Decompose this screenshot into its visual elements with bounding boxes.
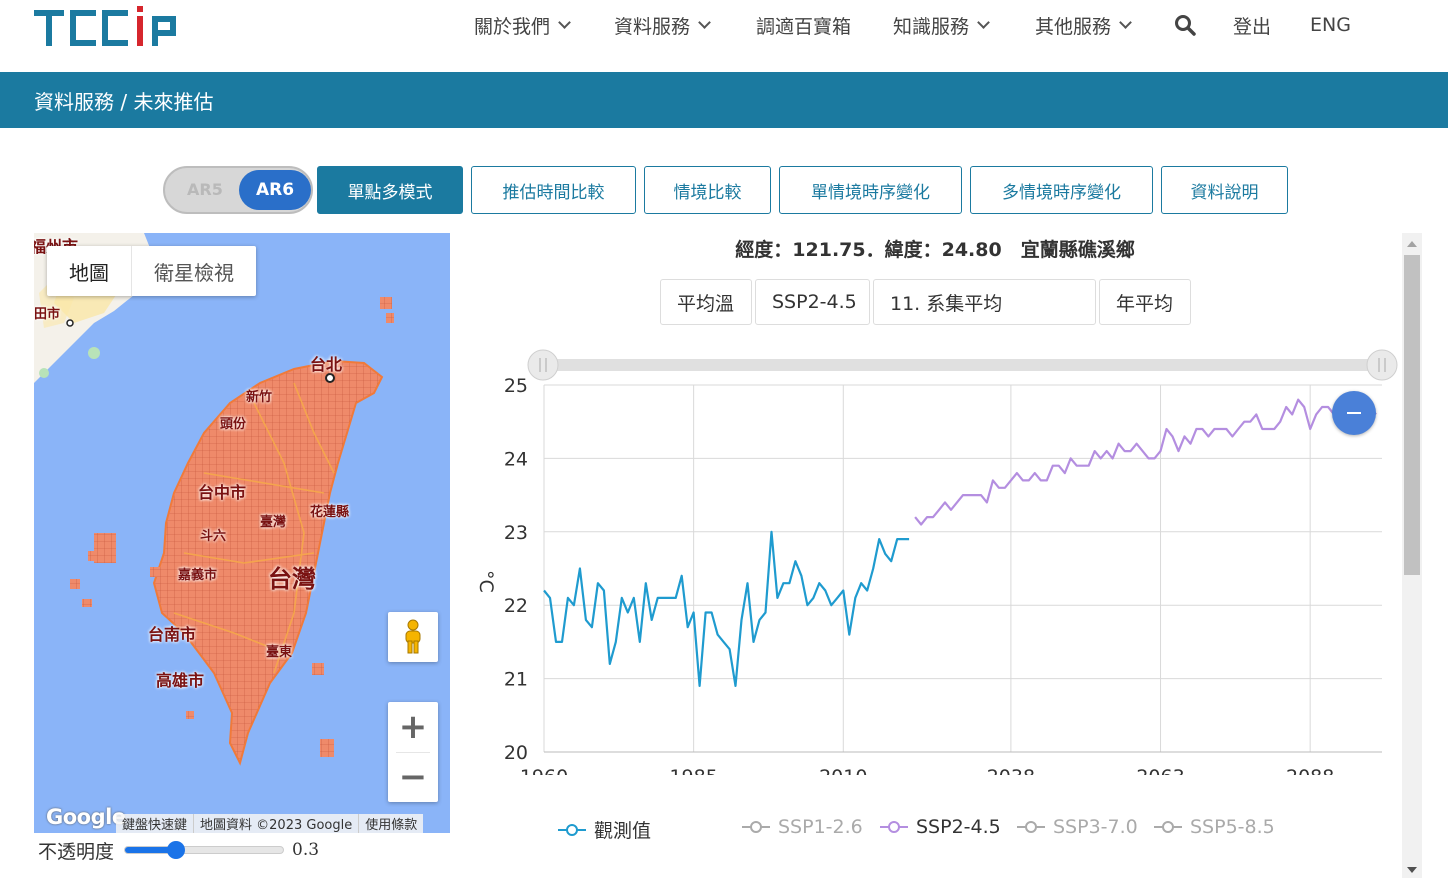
map-label-kaohsiung: 高雄市 (156, 671, 205, 690)
legend-marker-icon (1017, 821, 1045, 833)
scrollbar-thumb[interactable] (1404, 255, 1420, 575)
opacity-control: 不透明度 0.3 (38, 838, 320, 863)
period-select[interactable]: 年平均 (1099, 279, 1191, 325)
x-tick-label: 2010 (819, 766, 867, 775)
y-tick-label: 22 (504, 595, 528, 617)
x-tick-label: 2038 (987, 766, 1035, 775)
x-tick-label: 1960 (520, 766, 568, 775)
pegman-icon (405, 619, 421, 654)
legend-ssp585[interactable]: SSP5-8.5 (1152, 816, 1275, 838)
tab-single-point-multi-model[interactable]: 單點多模式 (317, 166, 463, 214)
nav-other[interactable]: 其他服務 (1035, 10, 1132, 40)
map-label-tainan: 台南市 (148, 625, 197, 644)
chevron-down-icon (698, 15, 711, 29)
nav-data-service[interactable]: 資料服務 (614, 10, 711, 40)
map-label-hualien: 花蓮縣 (310, 505, 350, 520)
map-label-taichung: 台中市 (198, 483, 247, 502)
legend-marker-icon (742, 821, 770, 833)
tab-data-description[interactable]: 資料說明 (1161, 166, 1288, 214)
map-zoom-control: + − (388, 702, 438, 802)
x-tick-label: 2088 (1286, 766, 1334, 775)
opacity-slider-handle[interactable] (167, 841, 186, 859)
legend-ssp370[interactable]: SSP3-7.0 (1015, 816, 1138, 838)
nav-about[interactable]: 關於我們 (474, 10, 571, 40)
search-button[interactable] (1174, 10, 1196, 40)
nav-adaptation-toolbox[interactable]: 調適百寶箱 (756, 15, 852, 38)
y-axis-label: °C (475, 570, 497, 593)
model-select[interactable]: 11. 系集平均 (873, 279, 1096, 325)
legend-marker-icon (880, 821, 908, 833)
legend-observed[interactable]: 觀測值 (556, 816, 651, 843)
y-tick-label: 25 (504, 375, 528, 397)
opacity-label: 不透明度 (38, 840, 115, 863)
legend-ssp245[interactable]: SSP2-4.5 (878, 816, 1001, 838)
search-icon (1175, 15, 1196, 36)
map-type-roadmap[interactable]: 地圖 (47, 246, 132, 296)
logout-link[interactable]: 登出 (1233, 15, 1272, 38)
zoom-in-button[interactable]: + (398, 707, 428, 747)
map-label-toufen: 頭份 (220, 417, 247, 432)
x-tick-label: 2063 (1136, 766, 1184, 775)
scroll-up-arrow-icon[interactable] (1407, 241, 1417, 247)
ar-version-toggle[interactable]: AR5 AR6 (163, 166, 313, 214)
tab-scenario-compare[interactable]: 情境比較 (644, 166, 771, 214)
terms-link[interactable]: 使用條款 (358, 814, 423, 833)
legend-marker-icon (558, 823, 586, 836)
map-label-taiwan-center: 臺灣 (260, 515, 287, 530)
tab-single-scenario-timeseries[interactable]: 單情境時序變化 (779, 166, 962, 214)
chart-zoom-reset-button[interactable] (1332, 391, 1376, 435)
breadcrumb: 資料服務 / 未來推估 (0, 72, 1448, 128)
y-tick-label: 20 (504, 742, 528, 764)
map-footer: 鍵盤快速鍵 地圖資料 ©2023 Google 使用條款 (116, 814, 424, 833)
tab-period-compare[interactable]: 推估時間比較 (471, 166, 636, 214)
panel-scrollbar[interactable] (1402, 233, 1422, 878)
map-label-tianshi: 田市 (34, 307, 61, 322)
timeseries-chart: 20 21 22 23 24 25 1960 1985 2010 2038 2063 2088 °C (475, 349, 1398, 775)
map-label-taitung: 臺東 (266, 645, 293, 660)
map-view[interactable]: 福州市 田市 台北 新竹 頭份 台中市 花蓮縣 臺灣 斗六 嘉義市 台灣 台南市… (34, 233, 450, 833)
map-label-hsinchu: 新竹 (246, 390, 273, 405)
chevron-down-icon (1119, 15, 1132, 29)
range-slider-left-handle[interactable] (527, 349, 559, 381)
x-tick-label: 1985 (669, 766, 717, 775)
observed-series-line (543, 530, 910, 687)
y-tick-label: 23 (504, 522, 528, 544)
legend-marker-icon (1154, 821, 1182, 833)
map-label-taipei: 台北 (310, 355, 343, 374)
map-label-taiwan: 台灣 (268, 565, 316, 593)
map-data-attribution: 地圖資料 ©2023 Google (193, 814, 358, 833)
minus-icon (1347, 412, 1361, 414)
google-logo[interactable]: Google (46, 805, 126, 829)
language-switch[interactable]: ENG (1310, 14, 1351, 36)
ssp245-series-line (914, 398, 1377, 526)
scroll-down-arrow-icon[interactable] (1407, 867, 1417, 873)
opacity-value: 0.3 (292, 840, 320, 860)
breadcrumb-text: 資料服務 / 未來推估 (34, 89, 214, 114)
map-label-douliu: 斗六 (200, 529, 227, 544)
location-title: 經度：121.75．緯度：24.80 宜蘭縣礁溪鄉 (735, 239, 1135, 261)
legend-ssp126[interactable]: SSP1-2.6 (740, 816, 863, 838)
tccip-logo[interactable] (34, 4, 196, 48)
ar5-option[interactable]: AR5 (187, 180, 223, 199)
street-view-button[interactable] (388, 612, 438, 662)
zoom-out-button[interactable]: − (398, 757, 428, 797)
range-slider-track[interactable] (542, 359, 1382, 371)
variable-select[interactable]: 平均溫 (660, 279, 752, 325)
chevron-down-icon (558, 15, 571, 29)
ar6-option[interactable]: AR6 (239, 170, 311, 210)
range-slider-right-handle[interactable] (1366, 349, 1398, 381)
map-type-satellite[interactable]: 衛星檢視 (154, 260, 234, 285)
nav-knowledge[interactable]: 知識服務 (893, 10, 990, 40)
opacity-slider[interactable] (124, 841, 285, 859)
y-tick-label: 21 (504, 669, 528, 691)
keyboard-shortcuts-link[interactable]: 鍵盤快速鍵 (122, 818, 188, 833)
map-label-chiayi: 嘉義市 (178, 568, 218, 583)
top-header: 關於我們 資料服務 調適百寶箱 知識服務 其他服務 登出 ENG (0, 0, 1448, 72)
y-tick-label: 24 (504, 448, 528, 470)
tab-multi-scenario-timeseries[interactable]: 多情境時序變化 (970, 166, 1153, 214)
map-type-control: 地圖 衛星檢視 (47, 246, 256, 296)
scenario-select[interactable]: SSP2-4.5 (755, 279, 870, 325)
chevron-down-icon (977, 15, 990, 29)
